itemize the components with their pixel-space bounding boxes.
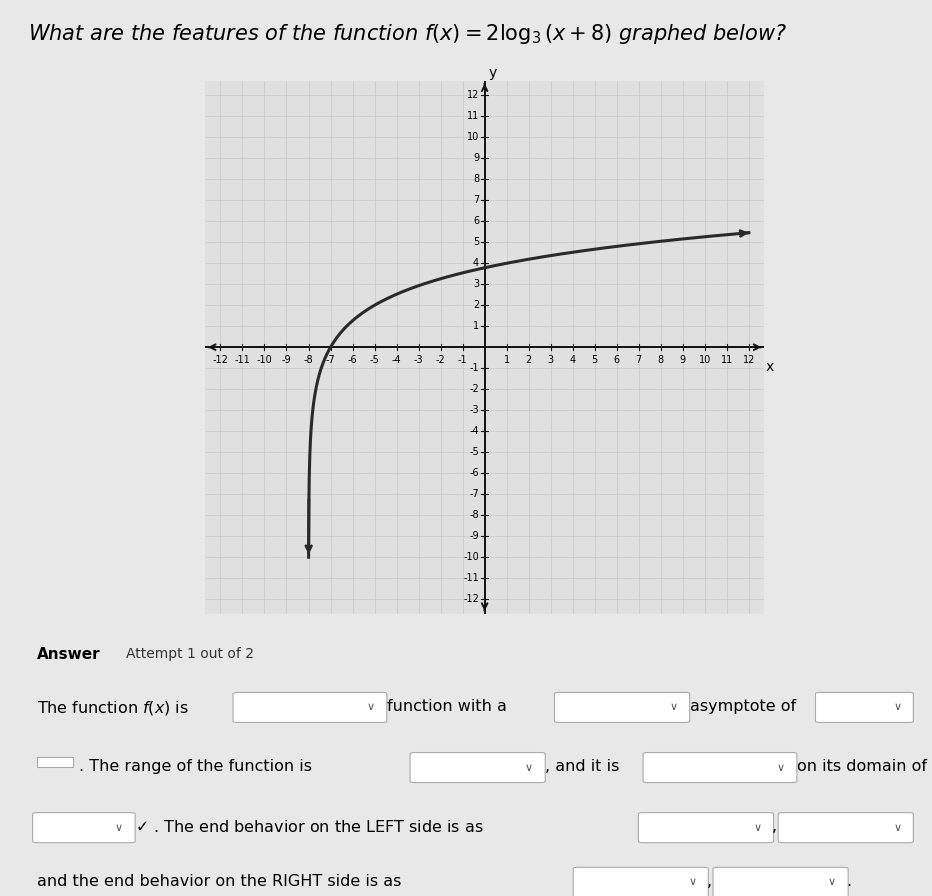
Text: ∨: ∨ (525, 762, 533, 772)
Text: 2: 2 (526, 355, 532, 365)
Text: 7: 7 (473, 195, 479, 205)
Text: 11: 11 (720, 355, 733, 365)
Text: 10: 10 (699, 355, 711, 365)
Text: 12: 12 (467, 90, 479, 100)
Text: -10: -10 (256, 355, 272, 365)
Text: -7: -7 (470, 489, 479, 499)
Text: What are the features of the function $f(x) = 2\log_3(x+8)$ graphed below?: What are the features of the function $f… (28, 22, 787, 46)
Text: y: y (489, 65, 498, 80)
Text: .: . (846, 874, 851, 889)
Text: -3: -3 (470, 405, 479, 415)
Text: -8: -8 (470, 510, 479, 520)
Text: -12: -12 (463, 594, 479, 604)
Text: $\checkmark$ . The end behavior on the LEFT side is as: $\checkmark$ . The end behavior on the L… (135, 820, 484, 835)
Text: ∨: ∨ (688, 877, 696, 887)
FancyBboxPatch shape (643, 753, 797, 782)
FancyBboxPatch shape (233, 693, 387, 722)
FancyBboxPatch shape (778, 813, 913, 843)
Text: -6: -6 (348, 355, 357, 365)
Text: 8: 8 (658, 355, 664, 365)
Text: -5: -5 (370, 355, 379, 365)
Text: 2: 2 (473, 300, 479, 310)
Text: -6: -6 (470, 468, 479, 478)
Text: ∨: ∨ (776, 762, 785, 772)
FancyBboxPatch shape (816, 693, 913, 722)
Text: -3: -3 (414, 355, 423, 365)
Text: -5: -5 (470, 447, 479, 457)
FancyBboxPatch shape (638, 813, 774, 843)
Text: -9: -9 (281, 355, 292, 365)
Text: -10: -10 (463, 552, 479, 562)
Text: , and it is: , and it is (545, 760, 620, 774)
Text: -1: -1 (470, 363, 479, 374)
Text: -2: -2 (436, 355, 445, 365)
Text: ∨: ∨ (115, 823, 123, 832)
Text: ∨: ∨ (753, 823, 761, 832)
Text: on its domain of: on its domain of (797, 760, 926, 774)
Text: 5: 5 (592, 355, 597, 365)
Bar (37, 756, 73, 767)
Text: 4: 4 (473, 258, 479, 268)
Text: ∨: ∨ (366, 702, 375, 712)
Text: ,: , (772, 820, 776, 834)
FancyBboxPatch shape (713, 867, 848, 896)
FancyBboxPatch shape (573, 867, 708, 896)
Text: -4: -4 (391, 355, 402, 365)
Text: 11: 11 (467, 111, 479, 121)
Text: . The range of the function is: . The range of the function is (79, 760, 312, 774)
Text: ∨: ∨ (828, 877, 836, 887)
Text: 7: 7 (636, 355, 642, 365)
Text: 8: 8 (473, 175, 479, 185)
Text: ∨: ∨ (893, 823, 901, 832)
FancyBboxPatch shape (555, 693, 690, 722)
Text: -11: -11 (463, 573, 479, 583)
Text: 3: 3 (473, 280, 479, 289)
Text: -1: -1 (458, 355, 468, 365)
Text: function with a: function with a (387, 699, 507, 714)
Text: 4: 4 (569, 355, 576, 365)
Text: ∨: ∨ (893, 702, 901, 712)
Text: 6: 6 (613, 355, 620, 365)
FancyBboxPatch shape (410, 753, 545, 782)
Text: -12: -12 (212, 355, 228, 365)
FancyBboxPatch shape (33, 813, 135, 843)
Text: 1: 1 (503, 355, 510, 365)
Text: -2: -2 (470, 384, 479, 394)
Text: and the end behavior on the RIGHT side is as: and the end behavior on the RIGHT side i… (37, 874, 402, 889)
Text: Attempt 1 out of 2: Attempt 1 out of 2 (126, 647, 254, 661)
Text: 9: 9 (679, 355, 686, 365)
Text: 5: 5 (473, 237, 479, 247)
Text: ∨: ∨ (669, 702, 678, 712)
Text: -7: -7 (325, 355, 336, 365)
Text: -8: -8 (304, 355, 313, 365)
Text: -9: -9 (470, 531, 479, 541)
Text: 6: 6 (473, 216, 479, 227)
Text: -4: -4 (470, 426, 479, 436)
Text: 12: 12 (743, 355, 755, 365)
Text: ,: , (706, 874, 711, 889)
Text: The function $f(x)$ is: The function $f(x)$ is (37, 699, 189, 717)
Text: 10: 10 (467, 133, 479, 142)
Text: 9: 9 (473, 153, 479, 163)
Text: 1: 1 (473, 321, 479, 332)
Text: 3: 3 (548, 355, 554, 365)
Text: -11: -11 (235, 355, 251, 365)
Text: Answer: Answer (37, 647, 101, 662)
Text: asymptote of: asymptote of (690, 699, 796, 714)
Text: x: x (765, 360, 774, 374)
